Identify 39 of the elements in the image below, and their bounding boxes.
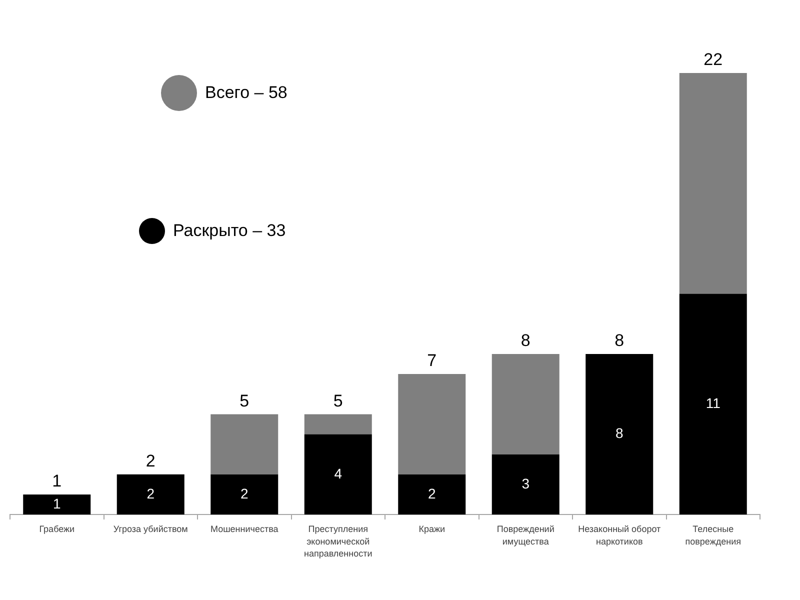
x-tick-label: Повреждений имущества [496,524,554,546]
bar [210,474,278,515]
total-label: 5 [333,391,343,410]
bar [679,294,747,515]
data-label: 2 [146,485,155,502]
x-tick-label: Угроза убийством [113,524,188,534]
x-tick-label: Кражи [418,524,446,534]
legend-label: Раскрыто – 33 [173,221,286,241]
bar [398,374,466,474]
x-tick-label: Грабежи [39,524,75,534]
bar [398,474,466,515]
data-label: 2 [240,485,248,502]
data-label: 8 [615,425,624,442]
bar [586,354,654,515]
total-label: 2 [146,452,156,471]
x-tick-label: Мошенничества [210,524,278,534]
bar [492,354,560,454]
data-label: 2 [428,485,436,502]
x-tick-label: Незаконный оборот наркотиков [578,524,661,546]
total-label: 5 [240,391,250,410]
data-label: 11 [706,395,721,412]
legend-label: Всего – 58 [205,83,288,103]
bar [116,474,184,515]
bar [304,434,372,515]
total-label: 1 [52,472,62,491]
total-label: 8 [614,331,624,350]
bar [492,454,560,515]
bar [679,73,747,294]
x-tick-label: Телесные повреждения [685,524,742,546]
x-tick-label: Преступления экономической направленности [304,524,372,558]
data-label: 4 [334,465,342,482]
total-label: 7 [427,351,437,370]
bar [210,414,278,474]
total-label: 8 [520,331,530,350]
data-label: 1 [52,495,61,512]
total-label: 22 [704,50,723,70]
bar [23,494,91,515]
data-label: 3 [522,475,530,492]
bar [304,414,372,434]
